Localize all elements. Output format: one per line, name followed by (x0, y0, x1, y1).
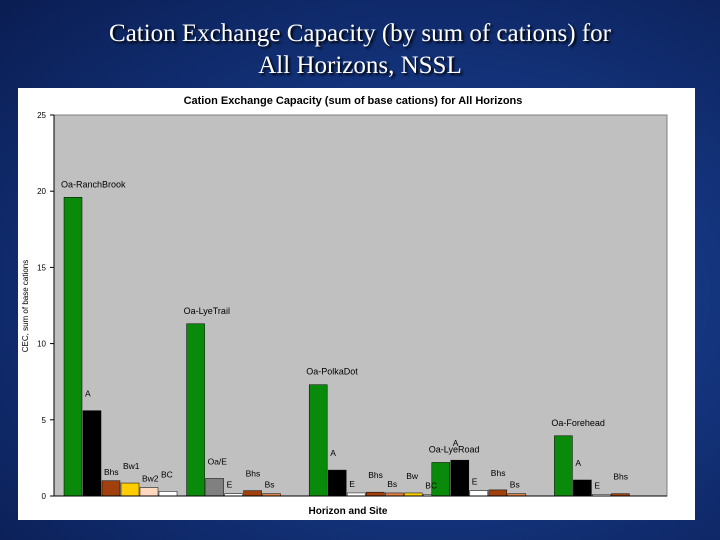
bar-label: BC (161, 469, 173, 479)
bar (488, 489, 508, 497)
chart-panel: Cation Exchange Capacity (sum of base ca… (18, 88, 695, 520)
bar-label: A (575, 458, 581, 468)
y-tick-label: 15 (37, 263, 46, 272)
bar (82, 410, 102, 497)
bar-label: BC (425, 480, 437, 490)
y-axis-ticks: 0 5 10 15 20 25 (37, 111, 54, 501)
bar-label: Oa-LyeTrail (184, 306, 230, 316)
y-tick-label: 10 (37, 340, 46, 349)
bar-label: E (349, 479, 355, 489)
bar-label: Oa-LyeRoad (429, 444, 480, 454)
y-tick-label: 0 (42, 492, 47, 501)
bar (101, 480, 121, 497)
bar (327, 469, 347, 497)
y-tick-label: 25 (37, 111, 46, 120)
bar-label: Oa/E (208, 456, 228, 466)
bar-label: Oa-PolkaDot (306, 367, 358, 377)
bar-label: E (227, 480, 233, 490)
bar-label: Bhs (491, 468, 506, 478)
plot-area (53, 114, 668, 497)
bar-label: Oa-RanchBrook (61, 179, 126, 189)
bar (186, 323, 205, 497)
bar (139, 487, 159, 497)
bar-label: Bs (387, 479, 397, 489)
slide-title-line-1: Cation Exchange Capacity (by sum of cati… (109, 20, 611, 47)
bar-label: E (472, 477, 478, 487)
chart-title: Cation Exchange Capacity (sum of base ca… (184, 95, 523, 107)
bar-label: Bs (265, 480, 275, 490)
bar (573, 479, 592, 497)
slide-title: Cation Exchange Capacity (by sum of cati… (0, 18, 720, 82)
bar (243, 490, 262, 497)
bar-label: Bhs (104, 467, 119, 477)
bar-label: Bhs (613, 472, 628, 482)
x-axis-label: Horizon and Site (309, 506, 388, 517)
bar (450, 459, 470, 497)
bars-layer (63, 197, 630, 497)
bar-label: E (594, 480, 600, 490)
bar-label: A (85, 389, 91, 399)
bar (469, 490, 489, 497)
bar-label: Bs (510, 480, 520, 490)
bar-label: A (453, 438, 459, 448)
bar-label: Bhs (368, 470, 383, 480)
bar-label: Oa-Forehead (551, 418, 605, 428)
bar-label: Bw (406, 471, 419, 481)
bar-label: A (330, 448, 336, 458)
bar (205, 478, 224, 497)
bar-label: Bw1 (123, 461, 140, 471)
bar (63, 197, 83, 497)
bar (158, 491, 178, 497)
bar (308, 384, 328, 497)
y-axis-label: CEC, sum of base cations (21, 260, 30, 352)
cec-bar-chart: Cation Exchange Capacity (sum of base ca… (21, 95, 668, 517)
bar-label: Bhs (246, 469, 261, 479)
y-tick-label: 5 (42, 416, 47, 425)
bar (365, 491, 385, 497)
y-tick-label: 20 (37, 187, 46, 196)
slide-title-line-2: All Horizons, NSSL (258, 52, 462, 79)
bar (554, 435, 573, 497)
bar-label: Bw2 (142, 474, 159, 484)
bar (120, 482, 140, 497)
bar (431, 462, 451, 497)
